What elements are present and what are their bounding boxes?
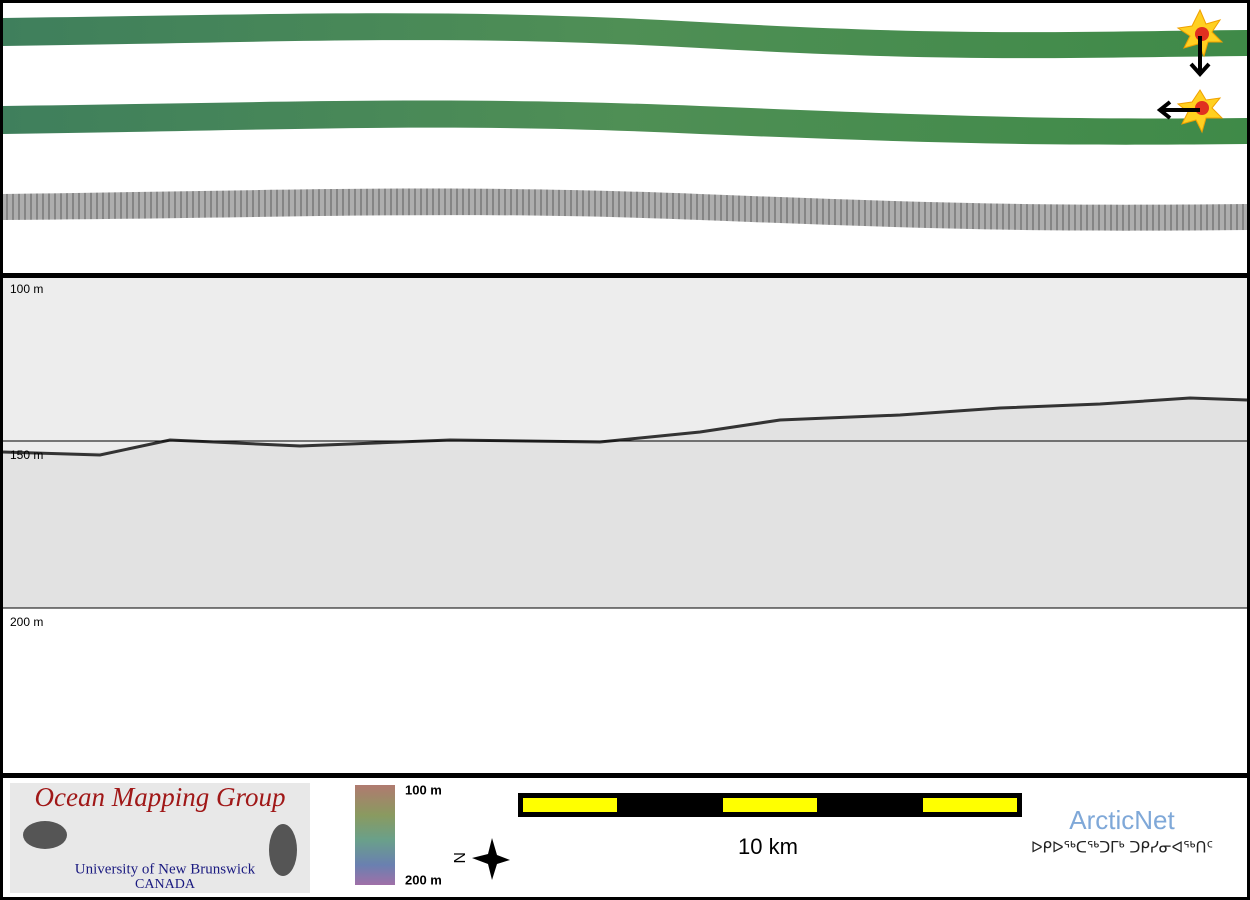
north-arrow: N bbox=[450, 838, 510, 880]
partner-syllabics: ᐅᑭᐅᖅᑕᖅᑐᒥᒃ ᑐᑭᓯᓂᐊᖅᑎᑦ bbox=[1031, 839, 1213, 857]
depth-label: 150 m bbox=[10, 448, 43, 462]
depth-label: 100 m bbox=[10, 282, 43, 296]
colorbar-label: 100 m bbox=[405, 782, 442, 797]
colorbar-label: 200 m bbox=[405, 872, 442, 887]
logo-country: CANADA bbox=[135, 877, 196, 892]
logo-title: Ocean Mapping Group bbox=[35, 782, 286, 812]
scale-label: 10 km bbox=[738, 834, 798, 859]
north-label: N bbox=[450, 852, 467, 864]
partner-name: ArcticNet bbox=[1069, 805, 1175, 835]
logo-ship bbox=[269, 824, 297, 876]
backscatter-strip bbox=[3, 188, 1247, 231]
depth-label: 200 m bbox=[10, 615, 43, 629]
logo-ship bbox=[23, 821, 67, 849]
swath-strip bbox=[3, 13, 1247, 59]
scale-bar bbox=[518, 793, 1022, 817]
swath-strip bbox=[3, 100, 1247, 145]
logo-university: University of New Brunswick bbox=[75, 861, 256, 877]
markers bbox=[1156, 8, 1224, 134]
seafloor bbox=[2, 396, 1248, 457]
sub-bottom bbox=[3, 398, 1247, 608]
colorbar bbox=[355, 785, 395, 885]
